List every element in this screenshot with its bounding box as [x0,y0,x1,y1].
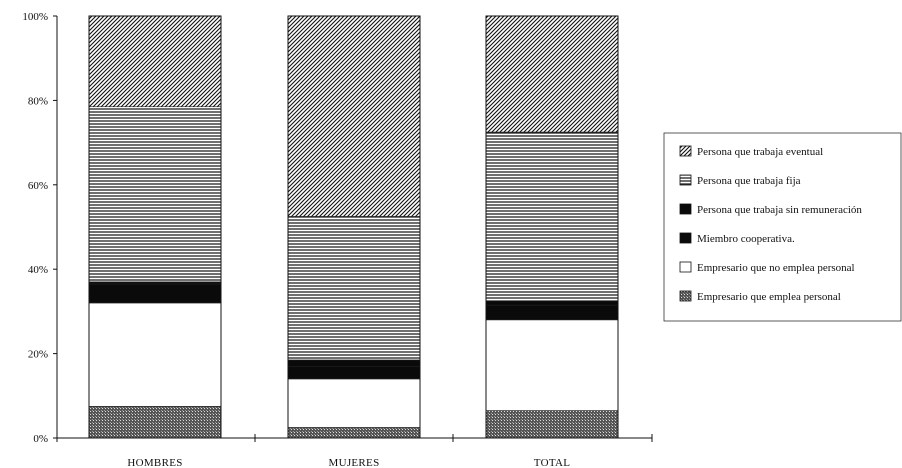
bar-outline [485,15,619,439]
legend: Persona que trabaja eventual Persona que … [663,132,902,322]
legend-swatch [679,203,692,215]
y-tick-label: 60% [28,180,48,192]
bar-segment [485,319,619,411]
bar-segment [287,378,421,428]
legend-swatch [679,174,692,186]
bar-segment [88,281,222,285]
y-tick-label: 20% [28,349,48,361]
bar-segment [485,410,619,439]
bar-outline [88,15,222,439]
bar-segment [88,106,222,283]
legend-frame [663,132,902,322]
legend-swatch [679,290,692,302]
bar-segment [88,283,222,304]
bar-segment [287,359,421,367]
bar-segment [88,406,222,439]
legend-label: Persona que trabaja sin remuneración [697,204,862,216]
bar-segment [88,302,222,407]
bar-segment [485,131,619,302]
bar-segment [287,15,421,217]
legend-label: Persona que trabaja eventual [697,146,823,158]
legend-swatch [679,145,692,157]
legend-label: Empresario que emplea personal [697,291,841,303]
bars [88,15,619,439]
y-tick-label: 100% [22,11,48,23]
legend-label: Persona que trabaja fija [697,175,801,187]
legend-label: Empresario que no emplea personal [697,262,855,274]
bar-segment [287,365,421,380]
bar-segment [88,15,222,108]
bar-outline [287,15,421,439]
bar-segment [485,15,619,133]
category-label: TOTAL [534,457,570,468]
category-label: MUJERES [329,457,380,468]
bar-segment [287,427,421,439]
legend-swatch [679,261,692,273]
legend-swatch [679,232,692,244]
bar-segment [485,304,619,321]
bar-segment [485,300,619,306]
y-tick-label: 0% [33,433,48,445]
y-tick-label: 80% [28,95,48,107]
category-label: HOMBRES [127,457,182,468]
y-tick-label: 40% [28,264,48,276]
legend-label: Miembro cooperativa. [697,233,795,245]
x-axis: HOMBRES MUJERES TOTAL [127,457,570,468]
bar-segment [287,216,421,361]
